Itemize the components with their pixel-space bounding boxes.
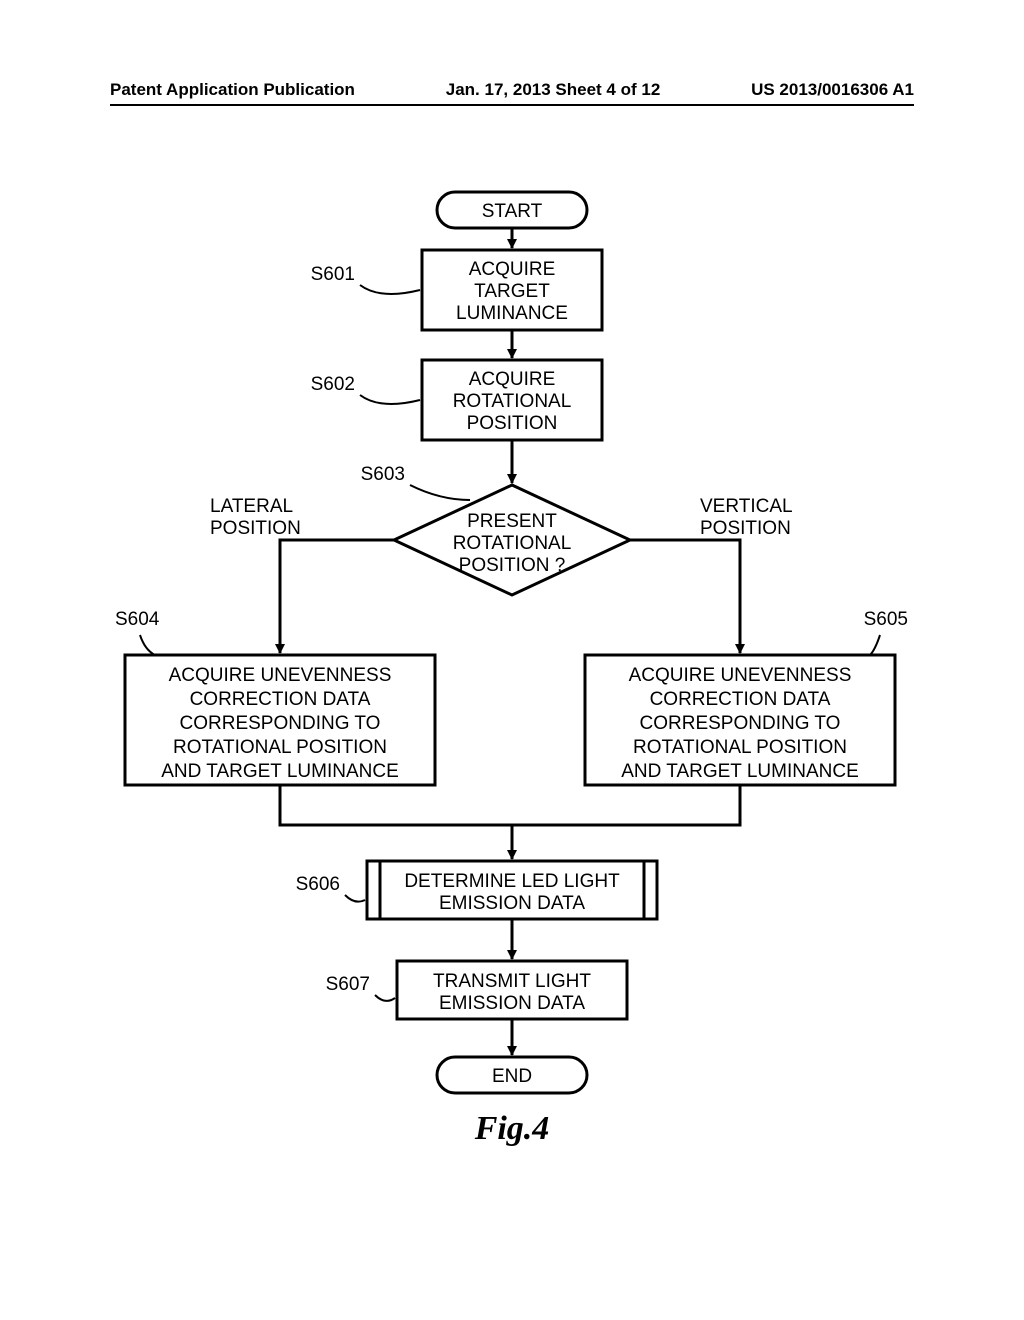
ref-s603: S603 bbox=[361, 464, 470, 500]
svg-text:AND TARGET LUMINANCE: AND TARGET LUMINANCE bbox=[621, 761, 859, 782]
svg-text:VERTICAL: VERTICAL bbox=[700, 496, 793, 517]
flowchart-svg: START ACQUIRE TARGET LUMINANCE S601 ACQU… bbox=[0, 190, 1024, 1110]
edge-s604-merge bbox=[280, 785, 512, 825]
svg-text:LATERAL: LATERAL bbox=[210, 496, 293, 517]
header-center: Jan. 17, 2013 Sheet 4 of 12 bbox=[446, 80, 661, 100]
svg-text:POSITION: POSITION bbox=[210, 518, 301, 539]
node-s601: ACQUIRE TARGET LUMINANCE bbox=[422, 250, 602, 330]
svg-text:DETERMINE LED LIGHT: DETERMINE LED LIGHT bbox=[404, 871, 620, 892]
svg-text:ACQUIRE: ACQUIRE bbox=[469, 369, 556, 390]
svg-text:POSITION: POSITION bbox=[467, 413, 558, 434]
svg-text:ACQUIRE: ACQUIRE bbox=[469, 259, 556, 280]
svg-text:ROTATIONAL POSITION: ROTATIONAL POSITION bbox=[633, 737, 847, 758]
svg-text:PRESENT: PRESENT bbox=[467, 511, 557, 532]
svg-text:S607: S607 bbox=[326, 974, 370, 995]
node-start: START bbox=[437, 192, 587, 228]
node-s605: ACQUIRE UNEVENNESS CORRECTION DATA CORRE… bbox=[585, 655, 895, 785]
page-header: Patent Application Publication Jan. 17, … bbox=[0, 80, 1024, 100]
node-end: END bbox=[437, 1057, 587, 1093]
node-s606: DETERMINE LED LIGHT EMISSION DATA bbox=[367, 861, 657, 919]
svg-text:S605: S605 bbox=[864, 609, 908, 630]
edge-s605-merge bbox=[512, 785, 740, 825]
header-right: US 2013/0016306 A1 bbox=[751, 80, 914, 100]
svg-text:S603: S603 bbox=[361, 464, 405, 485]
svg-text:TARGET: TARGET bbox=[474, 281, 550, 302]
svg-text:POSITION: POSITION bbox=[700, 518, 791, 539]
svg-text:POSITION ?: POSITION ? bbox=[459, 555, 566, 576]
svg-text:CORRECTION DATA: CORRECTION DATA bbox=[190, 689, 371, 710]
ref-s601: S601 bbox=[311, 264, 420, 294]
ref-s604: S604 bbox=[115, 609, 160, 655]
svg-text:S604: S604 bbox=[115, 609, 160, 630]
svg-text:CORRECTION DATA: CORRECTION DATA bbox=[650, 689, 831, 710]
figure-caption: Fig.4 bbox=[0, 1110, 1024, 1148]
header-left: Patent Application Publication bbox=[110, 80, 355, 100]
svg-text:EMISSION DATA: EMISSION DATA bbox=[439, 893, 585, 914]
svg-text:ROTATIONAL: ROTATIONAL bbox=[453, 391, 572, 412]
svg-text:S606: S606 bbox=[296, 874, 340, 895]
node-s604: ACQUIRE UNEVENNESS CORRECTION DATA CORRE… bbox=[125, 655, 435, 785]
start-label: START bbox=[482, 201, 543, 222]
svg-text:ACQUIRE UNEVENNESS: ACQUIRE UNEVENNESS bbox=[629, 665, 852, 686]
edge-s603-s605 bbox=[630, 540, 740, 653]
svg-text:AND TARGET LUMINANCE: AND TARGET LUMINANCE bbox=[161, 761, 399, 782]
svg-text:EMISSION DATA: EMISSION DATA bbox=[439, 993, 585, 1014]
node-s603: PRESENT ROTATIONAL POSITION ? bbox=[394, 485, 630, 595]
node-s602: ACQUIRE ROTATIONAL POSITION bbox=[422, 360, 602, 440]
ref-s606: S606 bbox=[296, 874, 365, 902]
ref-s607: S607 bbox=[326, 974, 395, 1001]
end-label: END bbox=[492, 1066, 532, 1087]
node-s607: TRANSMIT LIGHT EMISSION DATA bbox=[397, 961, 627, 1019]
svg-text:ACQUIRE UNEVENNESS: ACQUIRE UNEVENNESS bbox=[169, 665, 392, 686]
branch-left-label: LATERAL POSITION bbox=[210, 496, 301, 539]
svg-text:S601: S601 bbox=[311, 264, 355, 285]
header-rule bbox=[110, 104, 914, 106]
branch-right-label: VERTICAL POSITION bbox=[700, 496, 793, 539]
svg-text:ROTATIONAL POSITION: ROTATIONAL POSITION bbox=[173, 737, 387, 758]
ref-s602: S602 bbox=[311, 374, 420, 404]
svg-text:CORRESPONDING TO: CORRESPONDING TO bbox=[180, 713, 381, 734]
svg-text:CORRESPONDING TO: CORRESPONDING TO bbox=[640, 713, 841, 734]
svg-text:LUMINANCE: LUMINANCE bbox=[456, 303, 568, 324]
flowchart-figure: START ACQUIRE TARGET LUMINANCE S601 ACQU… bbox=[0, 190, 1024, 1110]
svg-text:ROTATIONAL: ROTATIONAL bbox=[453, 533, 572, 554]
edge-s603-s604 bbox=[280, 540, 394, 653]
svg-text:S602: S602 bbox=[311, 374, 355, 395]
svg-text:TRANSMIT LIGHT: TRANSMIT LIGHT bbox=[433, 971, 591, 992]
ref-s605: S605 bbox=[864, 609, 908, 655]
